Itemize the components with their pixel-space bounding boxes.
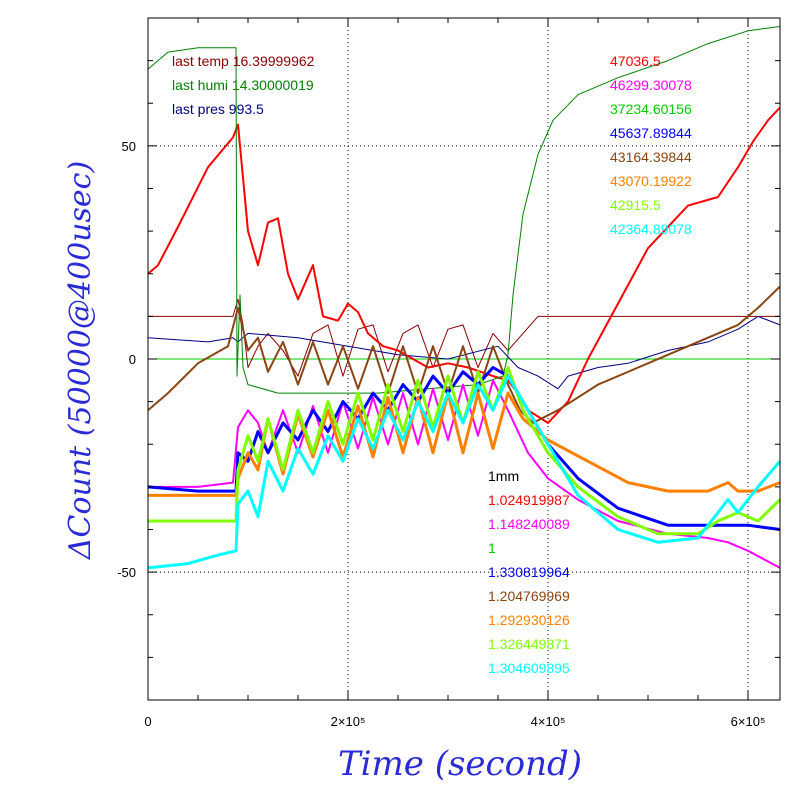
env-label: last temp 16.39999962	[172, 53, 315, 69]
series-line	[147, 374, 782, 570]
factor-label: 1.148240089	[488, 516, 570, 532]
series-line	[147, 106, 781, 424]
factor-label: 1.204769969	[488, 588, 570, 604]
y-tick-label: 0	[129, 352, 136, 367]
series-layer	[147, 26, 782, 570]
env-labels: last temp 16.39999962 last humi 14.300000…	[172, 53, 315, 117]
base-value-label: 43164.39844	[610, 149, 692, 165]
base-value-label: 42364.89078	[610, 221, 692, 237]
x-tick-label: 2×10⁵	[331, 714, 366, 729]
y-tick-label: 50	[122, 139, 136, 154]
factor-label: 1	[488, 540, 496, 556]
base-value-label: 45637.89844	[610, 125, 692, 141]
x-tick-label: 0	[144, 714, 151, 729]
base-labels: 47036.5 46299.30078 37234.60156 45637.89844…	[610, 53, 692, 237]
base-value-label: 46299.30078	[610, 77, 692, 93]
factor-label: 1mm	[488, 468, 519, 484]
factor-label: 1.292930126	[488, 612, 570, 628]
base-value-label: 42915.5	[610, 197, 661, 213]
base-value-label: 47036.5	[610, 53, 661, 69]
axis-ticks	[147, 17, 780, 701]
factor-label: 1.330819964	[488, 564, 570, 580]
series-line	[148, 298, 780, 377]
env-label: last pres 993.5	[172, 101, 264, 117]
base-value-label: 37234.60156	[610, 101, 692, 117]
env-label: last humi 14.30000019	[172, 77, 314, 93]
factor-label: 1.304609895	[488, 660, 570, 676]
x-tick-label: 6×10⁵	[731, 714, 766, 729]
series-line	[147, 366, 781, 531]
x-axis-title: Time (second)	[338, 744, 582, 784]
tick-labels: 0 2×10⁵ 4×10⁵ 6×10⁵ -50 0 50	[117, 139, 765, 729]
base-value-label: 43070.19922	[610, 173, 692, 189]
factor-labels: 1mm 1.024919987 1.148240089 1 1.330819964 1.2…	[488, 468, 570, 676]
series-line	[147, 285, 781, 424]
factor-label: 1.326449871	[488, 636, 570, 652]
y-tick-label: -50	[117, 565, 136, 580]
y-axis-title: ΔCount (50000@400usec)	[63, 161, 98, 560]
factor-label: 1.024919987	[488, 492, 570, 508]
x-tick-label: 4×10⁵	[531, 714, 566, 729]
series-line	[148, 366, 782, 536]
